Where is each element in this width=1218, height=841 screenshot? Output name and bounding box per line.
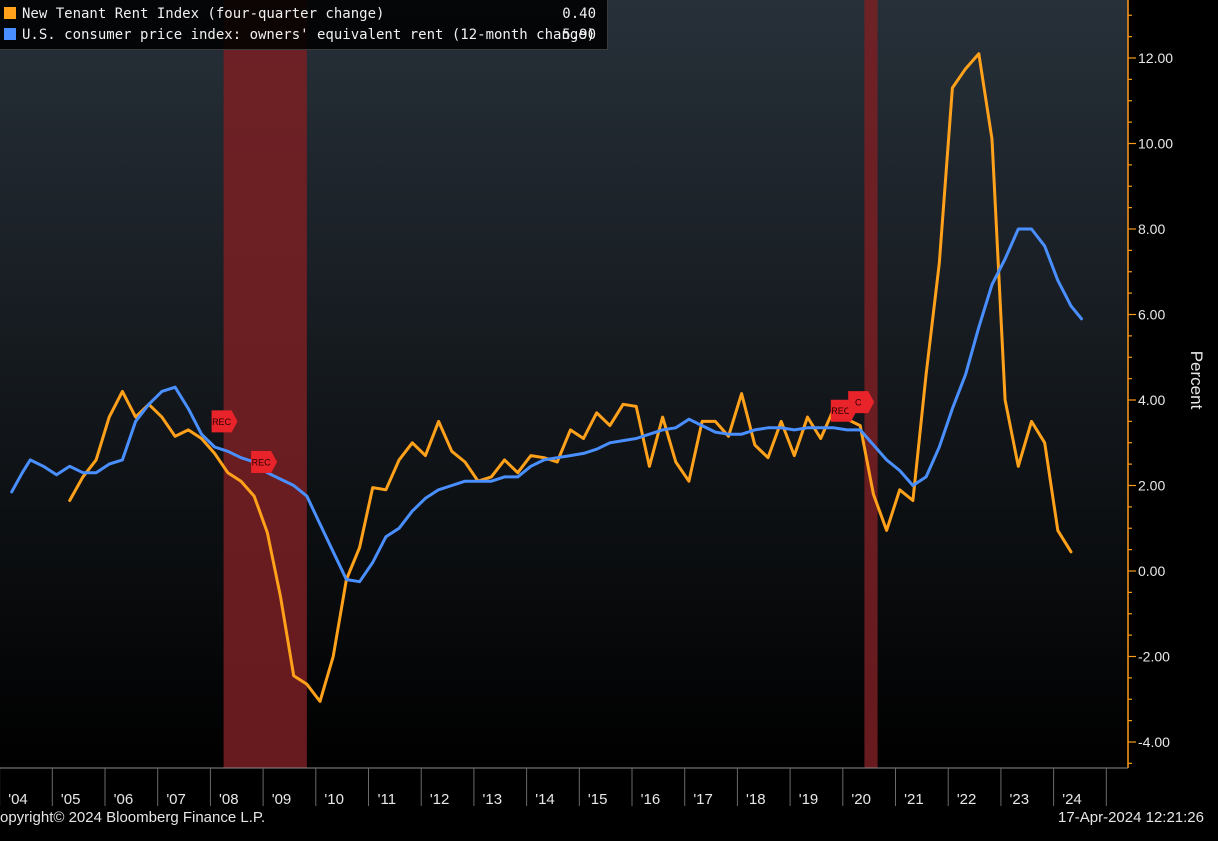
recession-marker: REC: [251, 450, 278, 473]
x-tick-label: '16: [641, 791, 661, 808]
x-tick-label: '18: [746, 791, 766, 808]
y-tick-label: -2.00: [1138, 649, 1170, 665]
recession-marker-shape: [848, 391, 875, 414]
x-tick-label: '07: [166, 791, 186, 808]
y-tick-label: 12.00: [1138, 50, 1173, 66]
recession-marker-label: C: [855, 398, 862, 408]
x-tick-label: '09: [272, 791, 292, 808]
x-tick-label: '13: [483, 791, 503, 808]
x-axis: '04 '05 '06 '07 '08 '09 '10 '11 '12 '13 '14 '15 '16 '…: [0, 767, 1128, 808]
y-tick-label: 6.00: [1138, 307, 1165, 323]
legend-item-oer[interactable]: U.S. consumer price index: owners' equiv…: [4, 25, 604, 45]
recession-marker: C: [848, 391, 875, 414]
series-lines: [10, 52, 1083, 703]
legend-value: 5.90: [562, 27, 596, 43]
x-tick-label: '04: [8, 791, 28, 808]
x-tick-label: '20: [851, 791, 871, 808]
y-tick-label: 10.00: [1138, 136, 1173, 152]
recession-bands: [223, 0, 878, 768]
legend-label: New Tenant Rent Index (four-quarter chan…: [22, 6, 385, 22]
legend-label: U.S. consumer price index: owners' equiv…: [22, 27, 596, 43]
y-tick-label: 4.00: [1138, 392, 1165, 408]
timestamp-text: 17-Apr-2024 12:21:26: [1058, 809, 1204, 826]
y-tick-label: 2.00: [1138, 478, 1165, 494]
x-tick-label: '14: [535, 791, 555, 808]
series-line-new-tenant-rent: [68, 52, 1073, 703]
recession-marker-label: REC: [252, 457, 272, 467]
y-tick-label: -4.00: [1138, 734, 1170, 750]
x-tick-label: '05: [61, 791, 81, 808]
legend-item-new-tenant-rent[interactable]: New Tenant Rent Index (four-quarter chan…: [4, 4, 604, 24]
legend-swatch-orange: [4, 7, 16, 19]
legend-value: 0.40: [562, 6, 596, 22]
x-tick-label: '15: [588, 791, 608, 808]
recession-marker-shape: [211, 410, 238, 433]
legend: New Tenant Rent Index (four-quarter chan…: [0, 0, 608, 50]
x-tick-label: '10: [324, 791, 344, 808]
recession-marker-label: REC: [831, 406, 851, 416]
recession-marker-label: REC: [212, 417, 232, 427]
y-tick-label: 0.00: [1138, 563, 1165, 579]
plot-background: [0, 0, 1128, 768]
y-axis-label: Percent: [1187, 351, 1206, 410]
recession-marker: REC: [211, 410, 238, 433]
copyright-text: opyright© 2024 Bloomberg Finance L.P.: [0, 809, 266, 826]
x-tick-label: '06: [114, 791, 134, 808]
x-tick-label: '21: [904, 791, 924, 808]
x-tick-label: '11: [378, 791, 396, 808]
recession-band: [223, 0, 307, 768]
legend-swatch-blue: [4, 28, 16, 40]
x-tick-label: '22: [957, 791, 977, 808]
recession-marker-shape: [251, 450, 278, 473]
y-axis: -4.00 -2.00 0.00 2.00 4.00 6.00 8.00 10.00 12.00: [1127, 0, 1173, 768]
series-line-oer: [10, 227, 1083, 584]
recession-markers: REC REC REC C: [211, 391, 875, 473]
x-tick-label: '08: [219, 791, 239, 808]
y-tick-label: 8.00: [1138, 221, 1165, 237]
recession-band: [864, 0, 878, 768]
x-tick-label: '19: [799, 791, 819, 808]
x-tick-label: '23: [1010, 791, 1030, 808]
x-tick-label: '17: [693, 791, 713, 808]
x-tick-label: '24: [1062, 791, 1082, 808]
x-tick-label: '12: [430, 791, 450, 808]
